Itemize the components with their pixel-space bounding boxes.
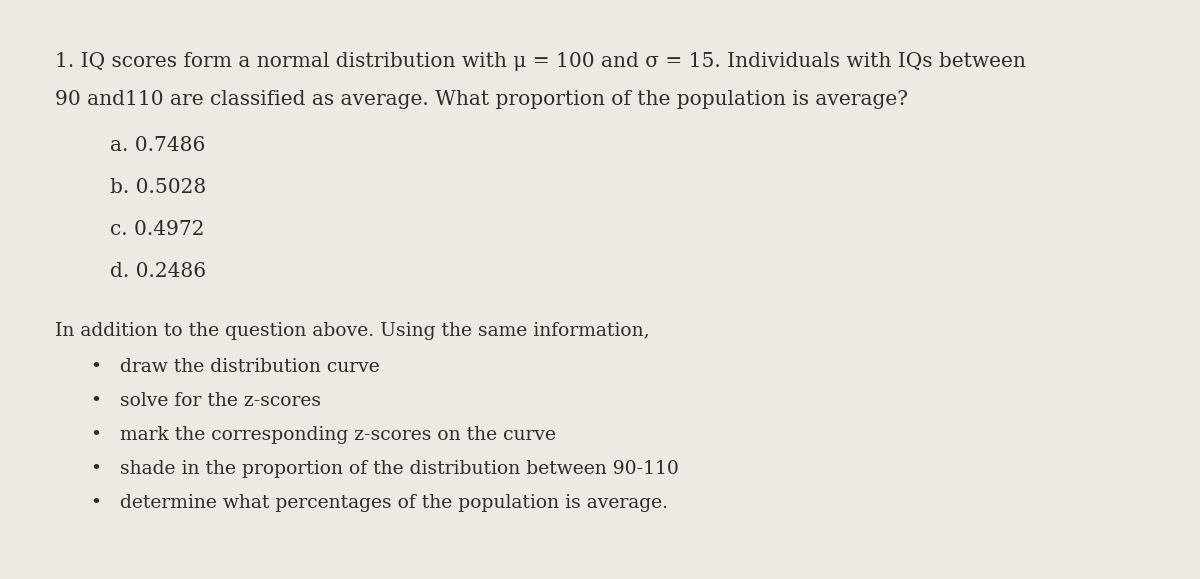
Text: •: • bbox=[90, 494, 101, 512]
Text: determine what percentages of the population is average.: determine what percentages of the popula… bbox=[120, 494, 668, 512]
Text: b. 0.5028: b. 0.5028 bbox=[110, 178, 206, 197]
Text: •: • bbox=[90, 358, 101, 376]
Text: In addition to the question above. Using the same information,: In addition to the question above. Using… bbox=[55, 322, 649, 340]
Text: 90 and110 are classified as average. What proportion of the population is averag: 90 and110 are classified as average. Wha… bbox=[55, 90, 908, 109]
Text: solve for the z-scores: solve for the z-scores bbox=[120, 392, 322, 410]
Text: •: • bbox=[90, 460, 101, 478]
Text: draw the distribution curve: draw the distribution curve bbox=[120, 358, 379, 376]
Text: a. 0.7486: a. 0.7486 bbox=[110, 136, 205, 155]
Text: 1. IQ scores form a normal distribution with μ = 100 and σ = 15. Individuals wit: 1. IQ scores form a normal distribution … bbox=[55, 52, 1026, 71]
Text: •: • bbox=[90, 392, 101, 410]
Text: shade in the proportion of the distribution between 90-110: shade in the proportion of the distribut… bbox=[120, 460, 679, 478]
Text: mark the corresponding z-scores on the curve: mark the corresponding z-scores on the c… bbox=[120, 426, 556, 444]
Text: d. 0.2486: d. 0.2486 bbox=[110, 262, 206, 281]
Text: c. 0.4972: c. 0.4972 bbox=[110, 220, 204, 239]
Text: •: • bbox=[90, 426, 101, 444]
